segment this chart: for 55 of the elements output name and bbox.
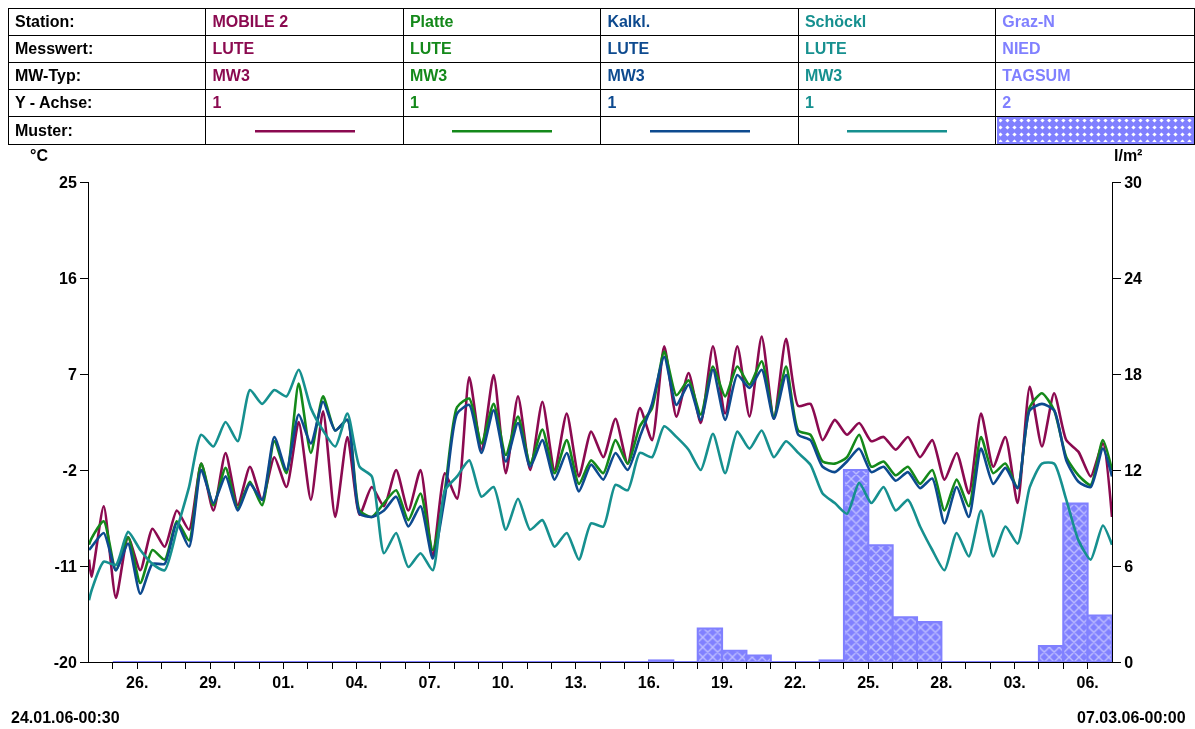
- x-tick-label: 28.: [930, 674, 953, 692]
- x-tick-label: 25.: [857, 674, 880, 692]
- text: 1: [403, 89, 601, 117]
- y-tick-label: -11: [54, 557, 77, 575]
- y2-tick-label: 0: [1124, 653, 1134, 671]
- x-tick-label: 13.: [564, 674, 588, 692]
- x-tick-label: 01.: [272, 674, 295, 692]
- text: MW-Typ:: [8, 62, 206, 90]
- text: 07.03.06-00:00: [1077, 709, 1186, 726]
- y-tick-label: -20: [53, 653, 77, 671]
- text: MW3: [600, 62, 799, 90]
- text: LUTE: [798, 35, 996, 63]
- text: 1: [798, 89, 996, 117]
- x-tick-label: 22.: [784, 674, 807, 692]
- y-tick-label: -2: [62, 461, 77, 479]
- text: MOBILE 2: [205, 8, 404, 36]
- text: 1: [205, 89, 404, 117]
- x-tick-label: 03.: [1003, 674, 1026, 692]
- y2-tick-label: 6: [1124, 557, 1134, 575]
- text: NIED: [995, 35, 1195, 63]
- x-tick-label: 19.: [710, 674, 734, 692]
- y-tick-label: 16: [59, 269, 77, 287]
- x-tick-label: 07.: [418, 674, 441, 692]
- x-tick-label: 29.: [199, 674, 222, 692]
- text: TAGSUM: [995, 62, 1195, 90]
- y-tick-label: 25: [59, 173, 77, 191]
- x-tick-label: 16.: [637, 674, 661, 692]
- y-tick-label: 7: [67, 365, 77, 383]
- text: Schöckl: [798, 8, 996, 36]
- text: Messwert:: [8, 35, 206, 63]
- text: Kalkl.: [600, 8, 799, 36]
- y2-tick-label: 30: [1124, 173, 1143, 191]
- text: Y - Achse:: [8, 89, 206, 117]
- text: MW3: [205, 62, 404, 90]
- x-tick-label: 06.: [1076, 674, 1099, 692]
- y2-tick-label: 24: [1124, 269, 1143, 287]
- text: LUTE: [205, 35, 404, 63]
- x-tick-label: 10.: [491, 674, 514, 692]
- text: 2: [995, 89, 1195, 117]
- y2-tick-label: 18: [1124, 365, 1143, 383]
- y-axis-title: °C: [30, 147, 49, 164]
- y2-tick-label: 12: [1124, 461, 1143, 479]
- text: Platte: [403, 8, 601, 36]
- text: MW3: [798, 62, 996, 90]
- text: LUTE: [403, 35, 601, 63]
- x-tick-label: 26.: [126, 674, 149, 692]
- y2-axis-title: l/m²: [1114, 147, 1143, 164]
- text: 1: [600, 89, 799, 117]
- text: MW3: [403, 62, 601, 90]
- x-tick-label: 04.: [345, 674, 368, 692]
- text: Muster:: [8, 116, 206, 145]
- text: 24.01.06-00:30: [11, 709, 120, 726]
- text: Graz-N: [995, 8, 1195, 36]
- text: Station:: [8, 8, 206, 36]
- text: LUTE: [600, 35, 799, 63]
